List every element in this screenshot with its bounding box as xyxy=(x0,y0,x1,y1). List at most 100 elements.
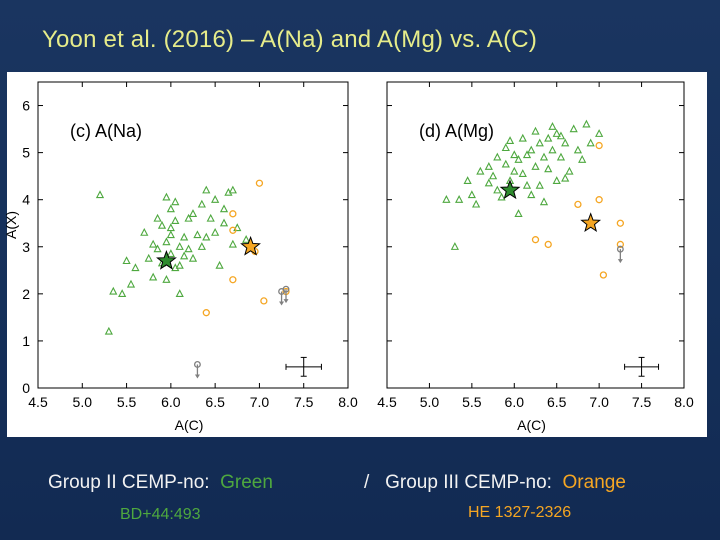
group-ii-point xyxy=(149,272,158,281)
group-ii-point xyxy=(175,289,184,297)
x-axis-label: A(C) xyxy=(517,417,546,433)
group-ii-point xyxy=(497,192,506,201)
x-tick-label: 6.5 xyxy=(205,394,225,410)
group-ii-point xyxy=(162,237,171,246)
group-ii-point xyxy=(95,190,105,199)
group-ii-point xyxy=(535,180,544,189)
slide-title: Yoon et al. (2016) – A(Na) and A(Mg) vs.… xyxy=(42,26,538,53)
group-ii-point xyxy=(463,176,472,185)
star-name-orange: HE 1327-2326 xyxy=(468,504,572,521)
x-tick-label: 6.0 xyxy=(505,394,525,410)
group-iii-point xyxy=(595,141,603,150)
group-ii-point xyxy=(118,289,127,297)
group-ii-point xyxy=(510,150,519,159)
caption-separator: / xyxy=(364,472,370,493)
group-ii-point xyxy=(228,239,237,248)
group-ii-point xyxy=(595,129,604,137)
x-tick-label: 5.0 xyxy=(73,394,93,410)
group-ii-point xyxy=(206,213,215,222)
group-ii-point xyxy=(188,253,198,262)
group-ii-point xyxy=(197,199,206,208)
caption-group-iii: / Group III CEMP-no: Orange xyxy=(364,472,626,494)
group-iii-point xyxy=(616,240,625,249)
y-tick-label: 5 xyxy=(22,145,30,161)
group-ii-point xyxy=(552,129,561,137)
group-iii-point xyxy=(229,210,237,218)
group-iii-point xyxy=(202,309,210,317)
group-ii-point xyxy=(153,213,162,222)
y-tick-label: 4 xyxy=(22,192,30,208)
y-axis-label: A(X) xyxy=(3,211,19,239)
caption-group-ii-color: Green xyxy=(220,472,273,493)
group-ii-point xyxy=(505,136,515,144)
group-ii-point xyxy=(166,249,175,257)
group-ii-point xyxy=(202,185,211,194)
group-ii-point xyxy=(233,223,242,232)
star-name-green: BD+44:493 xyxy=(120,506,201,523)
group-ii-point xyxy=(548,122,557,130)
group-ii-point xyxy=(122,256,131,265)
group-ii-point xyxy=(166,230,175,239)
group-ii-point xyxy=(476,166,485,175)
x-tick-label: 5.0 xyxy=(420,394,440,410)
group-iii-point xyxy=(229,226,237,234)
group-ii-point xyxy=(493,185,502,194)
group-ii-point xyxy=(166,223,175,232)
caption-group-ii-label: Group II CEMP-no: xyxy=(48,472,210,493)
x-tick-label: 8.0 xyxy=(338,394,358,410)
group-ii-point xyxy=(131,263,140,272)
group-ii-point xyxy=(171,216,180,225)
group-ii-point xyxy=(126,279,136,288)
group-ii-point xyxy=(467,190,476,199)
group-iii-point xyxy=(229,276,237,284)
y-tick-label: 0 xyxy=(22,380,30,396)
group-ii-point xyxy=(501,159,510,168)
group-ii-point xyxy=(188,209,198,217)
group-ii-point xyxy=(162,275,171,283)
group-ii-point xyxy=(556,152,566,161)
group-ii-point xyxy=(228,185,237,194)
group-iii-point xyxy=(255,179,264,187)
group-iii-point xyxy=(260,297,268,305)
group-ii-point xyxy=(565,166,574,175)
group-ii-point xyxy=(140,227,149,236)
panel-c-sodium: 4.5 5.0 5.5 6.0 6.5 7.0 7.5 8.0 0 1 2 3 4 5 6 A(C) A(X) (… xyxy=(3,81,358,433)
x-tick-label: 8.0 xyxy=(674,394,694,410)
x-tick-label: 5.5 xyxy=(462,394,482,410)
group-ii-point xyxy=(484,178,493,187)
group-ii-point xyxy=(184,244,193,253)
group-ii-point xyxy=(548,145,557,154)
group-ii-point xyxy=(450,242,459,250)
x-axis-label: A(C) xyxy=(175,417,204,433)
group-ii-point xyxy=(211,195,220,203)
group-ii-point xyxy=(493,152,502,161)
group-ii-point xyxy=(582,119,591,128)
group-ii-point xyxy=(522,150,532,159)
group-iii-point xyxy=(595,196,603,204)
group-ii-point xyxy=(157,220,167,229)
group-ii-point xyxy=(552,176,561,185)
group-ii-point xyxy=(514,209,523,217)
group-iii-point xyxy=(531,236,540,244)
group-ii-point xyxy=(510,166,519,175)
group-ii-point xyxy=(535,138,544,147)
group-ii-point xyxy=(569,124,578,133)
group-ii-point xyxy=(242,235,251,243)
y-tick-label: 6 xyxy=(22,98,30,114)
figure-background xyxy=(7,72,707,437)
x-tick-label: 6.5 xyxy=(547,394,567,410)
group-ii-point xyxy=(162,192,171,201)
group-iii-point xyxy=(574,200,582,209)
group-ii-point xyxy=(544,164,553,173)
group-ii-point xyxy=(531,162,540,170)
group-ii-point xyxy=(197,242,206,250)
group-ii-point xyxy=(184,213,193,222)
group-iii-point xyxy=(599,271,608,279)
panel-d-magnesium: 4.5 5.0 5.5 6.0 6.5 7.0 7.5 8.0 A(C) (d) A(Mg) xyxy=(377,81,694,433)
group-ii-point xyxy=(561,173,570,182)
group-ii-point xyxy=(144,253,153,262)
upper-limit-arrowhead xyxy=(283,299,289,304)
group-ii-point xyxy=(149,239,158,248)
group-ii-point xyxy=(518,133,527,142)
group-ii-point xyxy=(573,145,583,154)
